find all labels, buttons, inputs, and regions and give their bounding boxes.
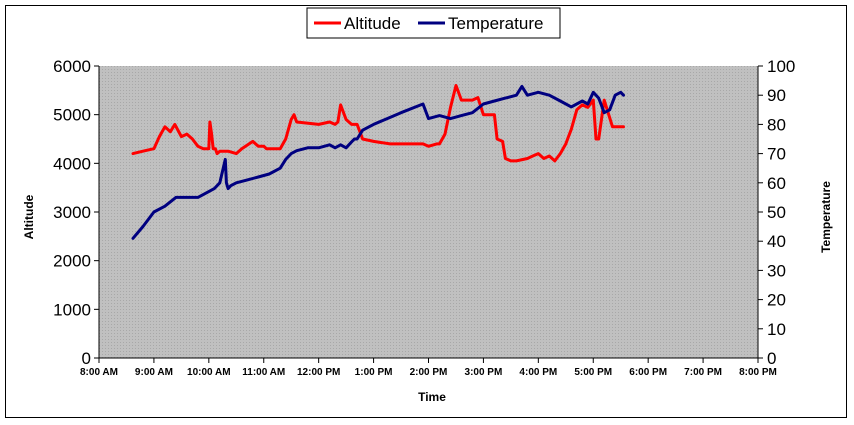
y2-tick-label: 0 — [767, 349, 776, 368]
altitude-temperature-chart: Altitude Temperature 0100020003000400050… — [22, 7, 833, 404]
x-tick-label: 10:00 AM — [187, 367, 231, 378]
x-tick-label: 6:00 PM — [629, 367, 667, 378]
plot-area — [99, 66, 758, 358]
y-tick-label: 2000 — [53, 252, 91, 271]
series-line-temperature — [131, 84, 625, 240]
x-tick-label: 4:00 PM — [519, 367, 557, 378]
legend: Altitude Temperature — [306, 7, 561, 39]
y-tick-label: 3000 — [53, 203, 91, 222]
x-tick-label: 1:00 PM — [355, 367, 393, 378]
axes — [94, 65, 763, 363]
x-tick-label: 5:00 PM — [574, 367, 612, 378]
y-tick-label: 1000 — [53, 300, 91, 319]
y2-tick-label: 30 — [767, 261, 786, 280]
x-axis-title: Time — [418, 390, 446, 404]
y2-tick-label: 60 — [767, 174, 786, 193]
y2-tick-label: 80 — [767, 115, 786, 134]
x-tick-label: 7:00 PM — [684, 367, 722, 378]
y-axis-title: Altitude — [22, 194, 36, 239]
x-tick-label: 8:00 AM — [80, 367, 118, 378]
legend-label-altitude: Altitude — [344, 14, 401, 33]
chart-frame: Altitude Temperature 0 1000 2000 3000 4000 50… — [5, 5, 847, 418]
y2-tick-label: 40 — [767, 232, 786, 251]
y-tick-label: 4000 — [53, 154, 91, 173]
y-tick-label: 5000 — [53, 106, 91, 125]
y2-tick-label: 50 — [767, 203, 786, 222]
x-tick-label: 3:00 PM — [465, 367, 503, 378]
x-tick-label: 11:00 AM — [242, 367, 285, 378]
x-tick-label: 2:00 PM — [410, 367, 448, 378]
y2-tick-label: 70 — [767, 145, 786, 164]
x-tick-label: 9:00 AM — [135, 367, 173, 378]
y2-tick-label: 20 — [767, 291, 786, 310]
x-tick-label: 12:00 PM — [297, 367, 340, 378]
y2-tick-label: 90 — [767, 86, 786, 105]
tick-labels: 0 1000 2000 3000 4000 5000 6000 0 10 20 30 40 50 60 70… — [53, 57, 795, 378]
x-tick-label: 8:00 PM — [739, 367, 777, 378]
y2-axis-title: Temperature — [819, 181, 833, 253]
y2-tick-label: 100 — [767, 57, 795, 76]
series-layer — [131, 84, 625, 240]
y2-tick-label: 10 — [767, 320, 786, 339]
y-tick-label: 0 — [82, 349, 91, 368]
legend-label-temperature: Temperature — [448, 14, 543, 33]
y-tick-label: 6000 — [53, 57, 91, 76]
series-line-altitude — [131, 84, 625, 163]
